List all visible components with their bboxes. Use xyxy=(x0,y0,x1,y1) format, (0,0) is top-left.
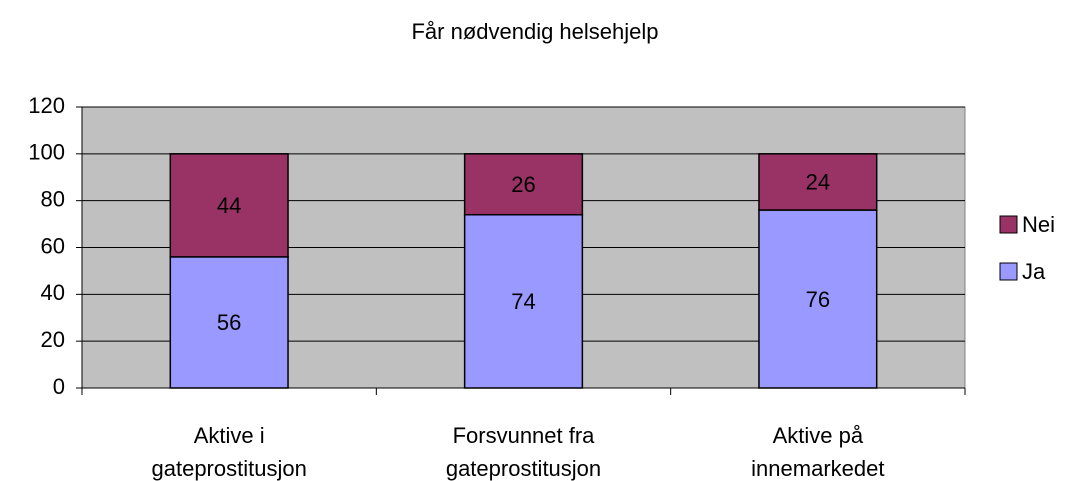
y-tick-label: 80 xyxy=(41,186,65,211)
data-label: 76 xyxy=(806,287,830,312)
y-tick-label: 40 xyxy=(41,280,65,305)
bar-segment xyxy=(463,153,584,216)
data-label: 26 xyxy=(511,172,535,197)
legend-label: Ja xyxy=(1022,259,1046,284)
data-label: 56 xyxy=(217,310,241,335)
x-tick-label-line: Aktive på xyxy=(773,423,864,448)
chart-title: Får nødvendig helsehjelp xyxy=(411,19,658,44)
y-tick-label: 0 xyxy=(53,374,65,399)
x-tick-label-line: gateprostitusjon xyxy=(152,456,307,481)
x-tick-label-line: gateprostitusjon xyxy=(446,456,601,481)
x-tick-label: Aktive i gateprostitusjon xyxy=(152,423,307,481)
legend-label: Nei xyxy=(1022,212,1055,237)
y-tick-label: 120 xyxy=(28,93,65,118)
y-tick-label: 60 xyxy=(41,233,65,258)
bar-segment xyxy=(758,153,878,211)
y-tick-label: 100 xyxy=(28,140,65,165)
x-tick-label-line: Aktive i xyxy=(194,423,265,448)
y-tick-label: 20 xyxy=(41,327,65,352)
data-label: 74 xyxy=(511,289,535,314)
bar-segment xyxy=(463,213,584,389)
x-tick-label-line: Forsvunnet fra xyxy=(453,423,596,448)
x-tick-label: Aktive på innemarkedet xyxy=(751,423,884,481)
legend-swatch xyxy=(999,262,1018,281)
x-tick-label: Forsvunnet fra gateprostitusjon xyxy=(446,423,601,481)
bar-segment xyxy=(169,256,289,389)
legend-swatch xyxy=(999,215,1018,234)
data-label: 44 xyxy=(217,193,241,218)
bar-segment xyxy=(758,209,878,389)
bar-segment xyxy=(169,153,289,258)
x-tick-label-line: innemarkedet xyxy=(751,456,884,481)
data-label: 24 xyxy=(806,170,830,195)
